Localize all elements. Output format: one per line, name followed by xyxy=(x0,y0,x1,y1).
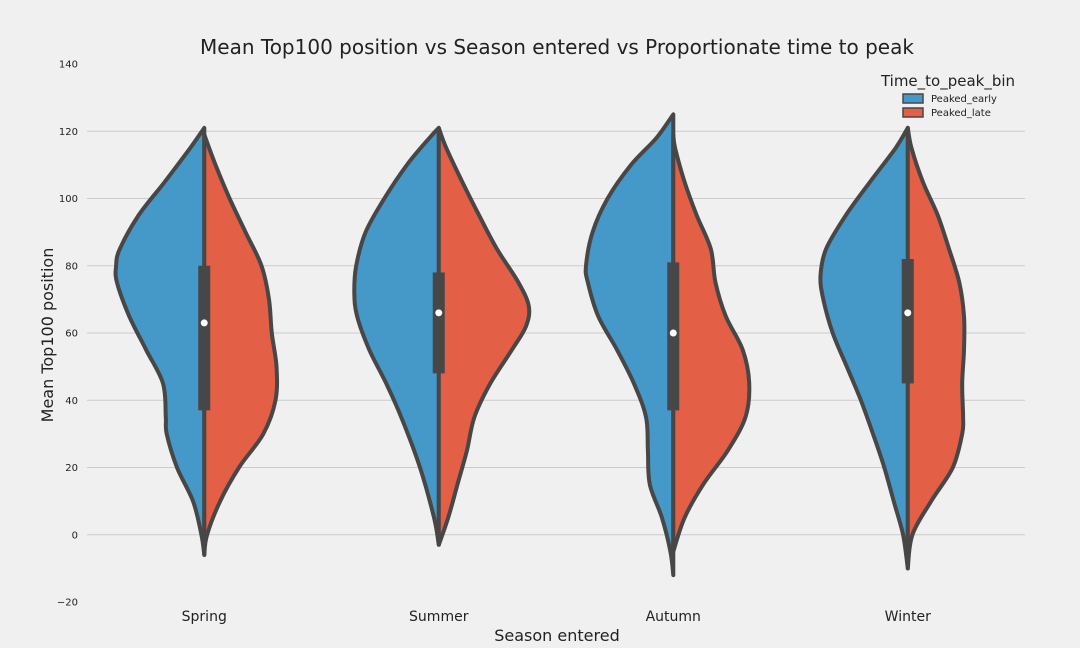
median-dot-autumn xyxy=(669,329,677,337)
y-tick-labels: −20 0 20 40 60 80 100 120 140 xyxy=(57,60,78,609)
y-tick-label: 80 xyxy=(65,261,78,272)
violin-late-summer xyxy=(436,125,532,547)
violin-early-winter xyxy=(818,125,910,571)
median-dot-summer xyxy=(435,309,443,317)
x-tick-label: Spring xyxy=(182,609,227,625)
y-tick-label: 0 xyxy=(72,530,78,541)
violin-late-winter xyxy=(905,125,967,571)
y-tick-label: 20 xyxy=(65,463,78,474)
median-dot-winter xyxy=(904,309,912,317)
x-tick-label: Winter xyxy=(885,609,931,625)
iqr-box-spring xyxy=(198,265,211,411)
legend-label-peaked_early: Peaked_early xyxy=(931,94,997,105)
violins xyxy=(113,112,967,578)
chart-title: Mean Top100 position vs Season entered v… xyxy=(200,35,914,59)
y-tick-label: −20 xyxy=(57,598,78,609)
y-tick-label: 40 xyxy=(65,396,78,407)
legend-label-peaked_late: Peaked_late xyxy=(931,108,991,119)
x-tick-labels: Spring Summer Autumn Winter xyxy=(182,609,931,625)
y-tick-label: 60 xyxy=(65,329,78,340)
legend: Time_to_peak_bin Peaked_early Peaked_late xyxy=(880,72,1015,119)
y-tick-label: 100 xyxy=(59,194,78,205)
median-dot-spring xyxy=(200,319,208,327)
violin-late-autumn xyxy=(671,132,752,554)
x-tick-label: Autumn xyxy=(646,609,701,625)
legend-entries: Peaked_early Peaked_late xyxy=(902,93,997,119)
iqr-box-winter xyxy=(901,259,914,384)
legend-title: Time_to_peak_bin xyxy=(880,72,1015,91)
violin-early-spring xyxy=(113,125,207,557)
x-tick-label: Summer xyxy=(409,609,469,625)
violin-early-summer xyxy=(352,125,441,547)
y-axis-label: Mean Top100 position xyxy=(38,248,57,423)
y-tick-label: 120 xyxy=(59,127,78,138)
x-axis-label: Season entered xyxy=(494,626,619,645)
box-markers xyxy=(198,127,914,569)
legend-swatch-peaked_late xyxy=(902,107,924,118)
legend-swatch-peaked_early xyxy=(902,93,924,104)
violin-early-autumn xyxy=(583,112,676,578)
violin-late-spring xyxy=(202,132,280,557)
iqr-box-summer xyxy=(432,272,445,374)
y-tick-label: 140 xyxy=(59,60,78,71)
